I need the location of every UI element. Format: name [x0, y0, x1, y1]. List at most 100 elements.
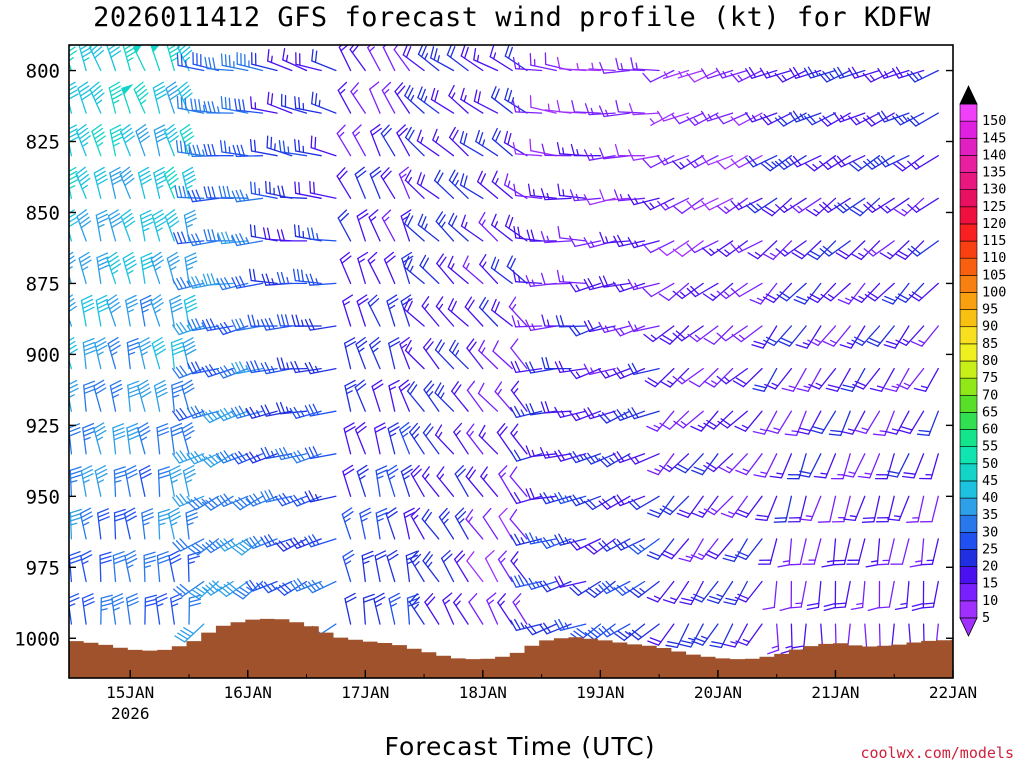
wind-barb: [409, 422, 425, 455]
barb-flag: [184, 344, 196, 352]
barb-flag: [356, 294, 368, 302]
barb-flag: [69, 597, 80, 603]
barb-flag: [106, 251, 118, 260]
barb-flag: [339, 212, 349, 223]
wind-barb: [76, 209, 92, 242]
wind-barb: [465, 509, 484, 540]
barb-halfflag: [820, 472, 828, 475]
wind-barb: [584, 538, 616, 555]
wind-barb: [367, 251, 381, 285]
barb-flag: [598, 413, 608, 424]
colorbar-segment: [959, 120, 978, 139]
barb-flag: [304, 447, 312, 460]
barb-flag: [401, 468, 413, 477]
wind-barb: [688, 367, 719, 388]
barb-flag: [168, 511, 181, 519]
barb-flag: [752, 387, 765, 392]
barb-flag: [69, 344, 77, 351]
barb-flag: [605, 580, 615, 591]
wind-barb: [573, 62, 602, 72]
barb-halfflag: [693, 160, 699, 167]
wind-barb: [806, 580, 822, 611]
x-tick-label: 15JAN: [106, 683, 154, 702]
wind-barb: [124, 465, 138, 497]
barb-halfflag: [649, 202, 655, 209]
barb-flag: [872, 433, 886, 437]
barb-halfflag: [354, 131, 360, 138]
barb-flag: [807, 66, 816, 78]
wind-barb: [140, 252, 154, 285]
barb-flag: [168, 465, 181, 472]
barb-flag: [308, 490, 316, 502]
barb-flag: [109, 46, 120, 55]
barb-flag: [155, 132, 167, 139]
barb-flag: [468, 593, 478, 603]
wind-barb: [630, 57, 660, 72]
barb-flag: [406, 300, 413, 313]
wind-barb: [404, 339, 425, 370]
barb-flag: [201, 413, 211, 424]
barb-flag: [167, 89, 179, 97]
barb-flag: [185, 302, 197, 309]
barb-halfflag: [826, 560, 835, 563]
barb-halfflag: [513, 388, 519, 395]
wind-barb: [866, 325, 895, 347]
barb-flag: [612, 410, 621, 422]
wind-barb: [659, 325, 690, 345]
barb-flag: [838, 249, 850, 257]
barb-flag: [231, 277, 238, 289]
wind-barb: [612, 325, 646, 337]
barb-flag: [510, 450, 518, 462]
barb-flag: [177, 81, 188, 91]
barb-flag: [773, 521, 787, 523]
wind-barb: [672, 240, 704, 257]
barb-flag: [178, 185, 183, 199]
barb-flag: [183, 141, 187, 154]
wind-barb: [170, 337, 185, 370]
wind-barb: [805, 197, 837, 217]
plot-frame: [68, 44, 954, 679]
barb-flag: [236, 144, 242, 157]
wind-barb: [864, 282, 895, 302]
barb-shaft: [724, 155, 748, 170]
barb-halfflag: [847, 428, 856, 432]
barb-halfflag: [549, 539, 555, 547]
barb-halfflag: [201, 279, 206, 287]
barb-flag: [239, 189, 246, 202]
wind-barb: [170, 593, 183, 625]
barb-halfflag: [450, 263, 455, 271]
barb-halfflag: [424, 473, 430, 480]
barb-halfflag: [82, 57, 90, 62]
barb-flag: [529, 403, 536, 415]
wind-barb: [94, 337, 108, 370]
barb-halfflag: [230, 540, 236, 547]
barb-flag: [277, 185, 282, 198]
barb-flag: [207, 186, 212, 199]
barb-flag: [835, 252, 847, 260]
wind-barb: [310, 135, 337, 157]
barb-flag: [293, 224, 297, 237]
barb-flag: [612, 495, 621, 507]
wind-barb: [143, 551, 156, 583]
credit-text[interactable]: coolwx.com/models: [860, 744, 1014, 762]
barb-flag: [141, 302, 153, 309]
barb-flag: [350, 82, 360, 93]
barb-flag: [404, 84, 411, 97]
wind-barb: [598, 623, 631, 638]
barb-flag: [895, 113, 905, 124]
barb-flag: [231, 190, 238, 203]
barb-halfflag: [231, 235, 235, 243]
colorbar-label: 15: [982, 576, 998, 592]
colorbar-label: 130: [982, 182, 1006, 198]
barb-flag: [158, 516, 171, 522]
barb-flag: [185, 256, 197, 263]
barb-flag: [252, 269, 256, 282]
barb-flag: [599, 61, 605, 74]
barb-flag: [94, 170, 106, 178]
wind-barb: [665, 623, 690, 649]
wind-barb: [97, 508, 110, 540]
barb-flag: [232, 591, 244, 600]
wind-barb: [789, 110, 822, 123]
barb-flag: [792, 155, 802, 166]
barb-shaft: [466, 560, 484, 583]
